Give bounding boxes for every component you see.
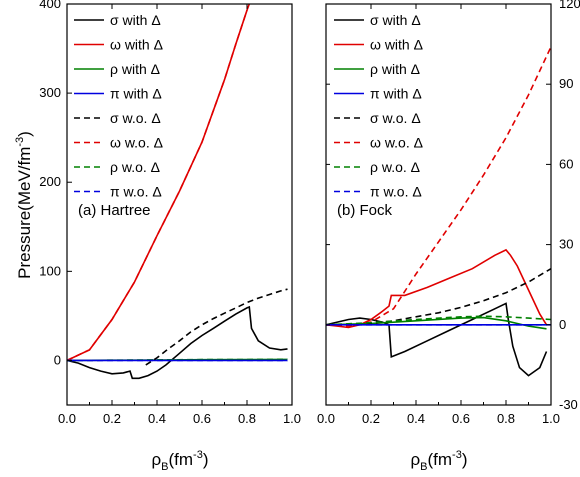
x-tick-label-hartree: 0.2 — [103, 411, 121, 426]
legend-label-hartree-omega-w-o-delta: ω w.o. Δ — [110, 135, 163, 151]
x-tick-label-fock: 0.8 — [497, 411, 515, 426]
series-hartree-sigma-with-delta — [67, 305, 288, 380]
panel-hartree-label: (a) Hartree — [78, 202, 151, 219]
y-tick-label-hartree: 400 — [39, 0, 61, 11]
series-fock-sigma-with-delta — [326, 302, 548, 377]
y-tick-label-fock: 60 — [559, 156, 573, 171]
legend-label-fock-rho-with-delta: ρ with Δ — [370, 61, 420, 77]
series-fock-omega-w-o-delta — [326, 46, 551, 327]
x-tick-label-fock: 0.2 — [362, 411, 380, 426]
legend-label-fock-pi-w-o-delta: π w.o. Δ — [370, 184, 422, 200]
panel-hartree-ticks: 0.0 0.2 0.4 0.6 0.8 1.0 0 100 200 300 400 — [39, 0, 301, 426]
panel-fock-curves — [326, 46, 551, 377]
y-tick-label-hartree: 0 — [54, 352, 61, 367]
x-tick-label-fock: 0.0 — [317, 411, 335, 426]
legend-label-fock-rho-w-o-delta: ρ w.o. Δ — [370, 159, 420, 175]
x-tick-label-fock: 1.0 — [542, 411, 560, 426]
panel-hartree: 0.0 0.2 0.4 0.6 0.8 1.0 0 100 200 300 400 (a) Hart… — [39, 0, 301, 426]
series-hartree-sigma-w-o-delta — [145, 288, 288, 366]
y-tick-label-hartree: 200 — [39, 174, 61, 189]
x-tick-label-hartree: 0.4 — [148, 411, 166, 426]
legend-label-hartree-omega-with-delta: ω with Δ — [110, 37, 163, 53]
legend-label-fock-sigma-w-o-delta: σ w.o. Δ — [370, 110, 421, 126]
legend-label-fock-omega-with-delta: ω with Δ — [370, 37, 423, 53]
x-axis-title-fock: ρB(fm-3) — [410, 449, 467, 473]
series-fock-rho-w-o-delta — [326, 315, 551, 326]
y-tick-label-hartree: 300 — [39, 85, 61, 100]
x-tick-label-fock: 0.6 — [452, 411, 470, 426]
panel-fock-ticks: 0.0 0.2 0.4 0.6 0.8 1.0-30 0 30 60 90 120 — [317, 0, 580, 426]
legend-label-fock-sigma-with-delta: σ with Δ — [370, 12, 421, 28]
series-hartree-omega-w-o-delta — [67, 9, 248, 362]
panel-fock-legend: σ with Δ ω with Δ ρ with Δ π with Δ σ w.o. Δ… — [334, 12, 423, 200]
series-hartree-omega-with-delta — [67, 4, 251, 362]
y-tick-label-hartree: 100 — [39, 263, 61, 278]
legend-label-hartree-rho-w-o-delta: ρ w.o. Δ — [110, 159, 160, 175]
y-tick-label-fock: -30 — [559, 397, 578, 412]
y-tick-label-fock: 90 — [559, 76, 573, 91]
y-tick-label-fock: 30 — [559, 237, 573, 252]
legend-label-hartree-pi-w-o-delta: π w.o. Δ — [110, 184, 162, 200]
series-fock-sigma-w-o-delta — [326, 268, 551, 326]
panel-fock: 0.0 0.2 0.4 0.6 0.8 1.0-30 0 30 60 90 120 (b) Fock… — [317, 0, 580, 426]
legend-label-hartree-pi-with-delta: π with Δ — [110, 86, 162, 102]
x-tick-label-hartree: 0.8 — [238, 411, 256, 426]
y-axis-title: Pressure(MeV/fm-3) — [14, 131, 34, 279]
legend-label-fock-pi-with-delta: π with Δ — [370, 86, 422, 102]
panel-fock-label: (b) Fock — [337, 202, 393, 219]
legend-label-hartree-rho-with-delta: ρ with Δ — [110, 61, 160, 77]
x-tick-label-hartree: 1.0 — [283, 411, 301, 426]
x-tick-label-hartree: 0.0 — [58, 411, 76, 426]
y-tick-label-fock: 0 — [559, 317, 566, 332]
x-axis-title-hartree: ρB(fm-3) — [151, 449, 208, 473]
legend-label-hartree-sigma-with-delta: σ with Δ — [110, 12, 161, 28]
legend-label-fock-omega-w-o-delta: ω w.o. Δ — [370, 135, 423, 151]
panel-hartree-curves — [67, 4, 288, 380]
legend-label-hartree-sigma-w-o-delta: σ w.o. Δ — [110, 110, 161, 126]
y-tick-label-fock: 120 — [559, 0, 580, 11]
x-tick-label-fock: 0.4 — [407, 411, 425, 426]
x-tick-label-hartree: 0.6 — [193, 411, 211, 426]
panel-hartree-legend: σ with Δ ω with Δ ρ with Δ π with Δ σ w.o. Δ… — [74, 12, 163, 200]
